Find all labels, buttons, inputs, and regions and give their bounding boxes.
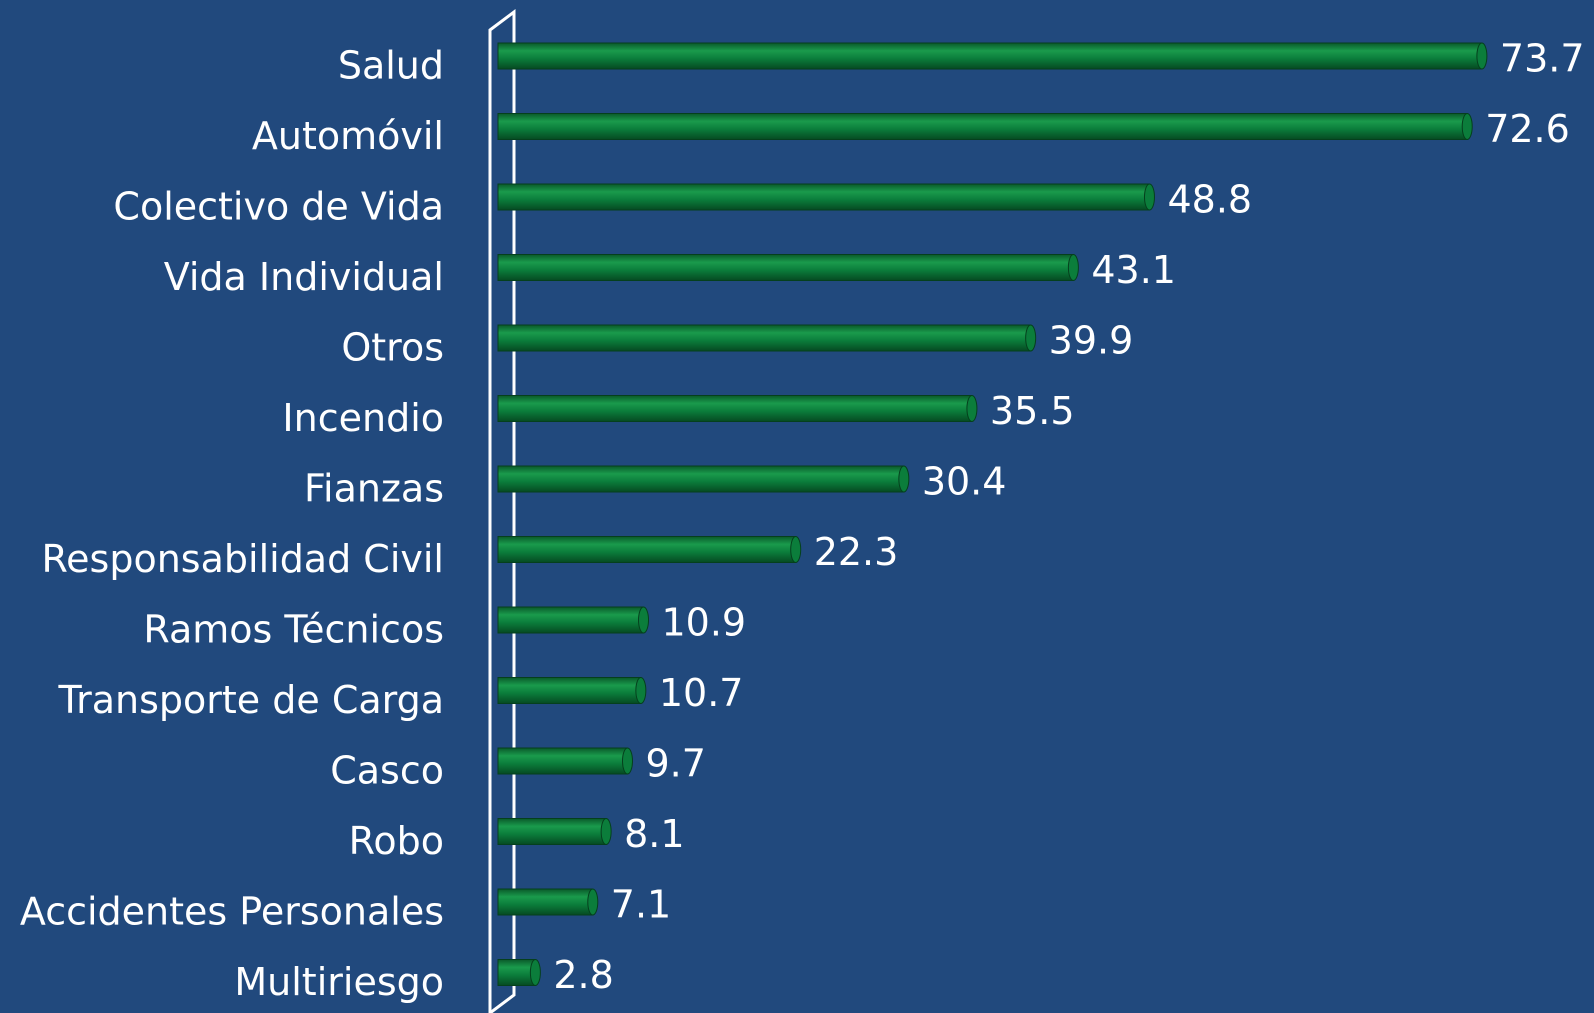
value-label: 2.8 <box>553 953 613 997</box>
bar-cap <box>621 747 633 775</box>
bar-cap <box>966 395 978 422</box>
bar-cap <box>600 818 612 845</box>
value-label: 39.9 <box>1049 319 1134 363</box>
bar <box>497 183 1150 211</box>
axis-wall <box>488 9 516 1013</box>
bar <box>497 747 628 775</box>
value-label: 35.5 <box>990 389 1075 433</box>
value-label: 30.4 <box>922 460 1007 504</box>
category-label: Transporte de Carga <box>57 678 444 722</box>
bar-cap <box>1476 42 1488 70</box>
category-label: Fianzas <box>304 467 444 511</box>
value-label: 8.1 <box>624 812 684 856</box>
bar <box>497 818 607 845</box>
bar <box>497 959 536 986</box>
bar <box>497 888 594 916</box>
category-label: Responsabilidad Civil <box>41 537 444 581</box>
bar <box>497 395 973 422</box>
bar <box>497 254 1074 281</box>
category-label: Salud <box>338 44 444 88</box>
bar <box>497 465 905 493</box>
value-label: 72.6 <box>1485 107 1570 151</box>
category-label: Otros <box>341 326 444 370</box>
value-label: 48.8 <box>1167 178 1252 222</box>
value-label: 10.9 <box>662 601 747 645</box>
value-label: 73.7 <box>1500 37 1585 81</box>
value-label: 7.1 <box>611 883 671 927</box>
bar-cap <box>638 606 650 634</box>
bar <box>497 42 1483 70</box>
bar-cap <box>1025 324 1037 352</box>
category-label: Robo <box>349 819 444 863</box>
value-label: 10.7 <box>659 671 744 715</box>
bar <box>497 113 1468 140</box>
category-label: Automóvil <box>252 114 444 158</box>
bar-cap <box>587 888 599 916</box>
category-label: Incendio <box>282 396 444 440</box>
bar <box>497 536 797 563</box>
bar-cap <box>1067 254 1079 281</box>
bar-cap <box>635 677 647 704</box>
value-label: 43.1 <box>1091 248 1176 292</box>
category-label: Ramos Técnicos <box>143 608 444 652</box>
bar-cap <box>529 959 541 986</box>
value-label: 22.3 <box>814 530 899 574</box>
bar-cap <box>1461 113 1473 140</box>
category-label: Accidentes Personales <box>20 890 444 934</box>
bar <box>497 606 645 634</box>
bar-cap <box>898 465 910 493</box>
category-label: Casco <box>330 749 444 793</box>
category-label: Multiriesgo <box>234 960 444 1004</box>
category-label: Colectivo de Vida <box>113 185 444 229</box>
bar-cap <box>1143 183 1155 211</box>
bar <box>497 324 1032 352</box>
bar-cap <box>790 536 802 563</box>
category-label: Vida Individual <box>164 255 444 299</box>
value-label: 9.7 <box>645 742 705 786</box>
bar <box>497 677 642 704</box>
